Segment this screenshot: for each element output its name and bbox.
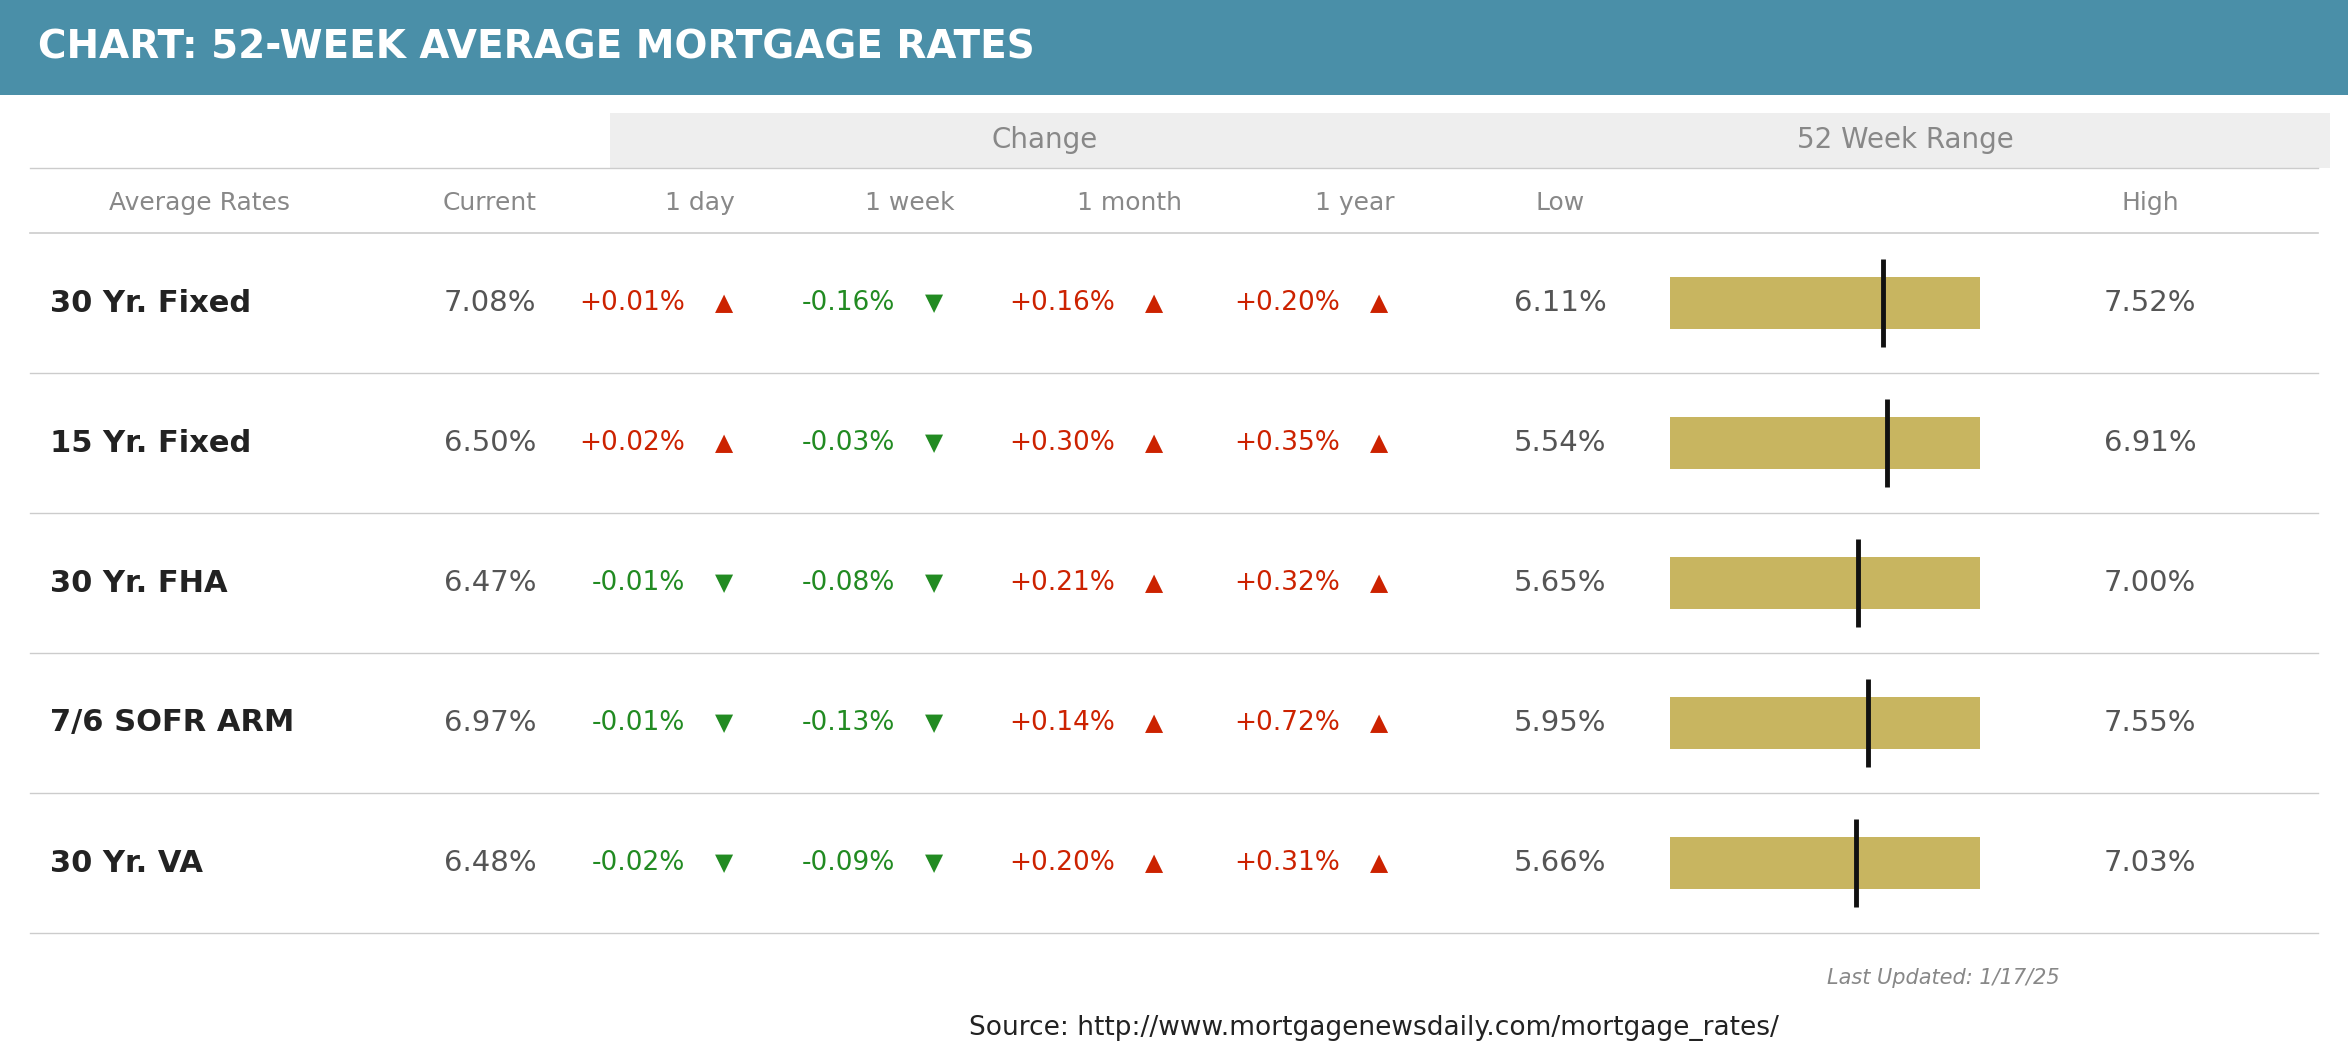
Text: 5.65%: 5.65% bbox=[1514, 569, 1606, 597]
Text: +0.35%: +0.35% bbox=[1235, 430, 1341, 456]
Text: ▲: ▲ bbox=[1146, 431, 1162, 455]
Bar bbox=[1669, 697, 1979, 749]
Text: Last Updated: 1/17/25: Last Updated: 1/17/25 bbox=[1827, 968, 2059, 988]
Text: +0.20%: +0.20% bbox=[1010, 850, 1115, 876]
Text: Average Rates: Average Rates bbox=[110, 191, 291, 215]
Text: +0.31%: +0.31% bbox=[1235, 850, 1341, 876]
Bar bbox=[1669, 417, 1979, 469]
Bar bbox=[1669, 277, 1979, 329]
Text: ▲: ▲ bbox=[1369, 291, 1388, 315]
Text: 1 week: 1 week bbox=[864, 191, 956, 215]
Text: ▼: ▼ bbox=[925, 851, 944, 875]
Text: 5.54%: 5.54% bbox=[1514, 429, 1606, 457]
Text: ▼: ▼ bbox=[716, 851, 733, 875]
Bar bbox=[1669, 557, 1979, 609]
Text: 30 Yr. Fixed: 30 Yr. Fixed bbox=[49, 289, 251, 318]
Text: ▲: ▲ bbox=[716, 431, 733, 455]
Text: 6.47%: 6.47% bbox=[444, 569, 535, 597]
Text: +0.02%: +0.02% bbox=[580, 430, 686, 456]
Text: 52 Week Range: 52 Week Range bbox=[1796, 126, 2012, 155]
Bar bbox=[1669, 837, 1979, 889]
Text: 5.66%: 5.66% bbox=[1514, 849, 1606, 877]
Bar bbox=[1669, 697, 1979, 749]
Text: ▲: ▲ bbox=[1146, 571, 1162, 595]
Text: CHART: 52-WEEK AVERAGE MORTGAGE RATES: CHART: 52-WEEK AVERAGE MORTGAGE RATES bbox=[38, 28, 1035, 66]
Text: -0.02%: -0.02% bbox=[592, 850, 686, 876]
Text: +0.30%: +0.30% bbox=[1010, 430, 1115, 456]
Text: Change: Change bbox=[991, 126, 1099, 155]
Text: -0.08%: -0.08% bbox=[801, 570, 895, 596]
Text: ▼: ▼ bbox=[716, 571, 733, 595]
Text: 7.00%: 7.00% bbox=[2104, 569, 2195, 597]
Text: +0.16%: +0.16% bbox=[1010, 290, 1115, 316]
Text: +0.14%: +0.14% bbox=[1010, 710, 1115, 736]
Text: 1 day: 1 day bbox=[664, 191, 735, 215]
Text: ▼: ▼ bbox=[925, 571, 944, 595]
Text: -0.03%: -0.03% bbox=[801, 430, 895, 456]
Text: 6.97%: 6.97% bbox=[444, 709, 535, 737]
Text: 6.91%: 6.91% bbox=[2104, 429, 2195, 457]
Text: +0.72%: +0.72% bbox=[1235, 710, 1341, 736]
Text: ▲: ▲ bbox=[716, 291, 733, 315]
Text: +0.21%: +0.21% bbox=[1010, 570, 1115, 596]
Bar bbox=[1669, 417, 1979, 469]
Text: -0.16%: -0.16% bbox=[801, 290, 895, 316]
Text: 7.03%: 7.03% bbox=[2104, 849, 2195, 877]
Bar bbox=[1669, 557, 1979, 609]
Text: ▼: ▼ bbox=[716, 711, 733, 735]
Text: 6.11%: 6.11% bbox=[1514, 289, 1606, 317]
Text: 6.50%: 6.50% bbox=[444, 429, 535, 457]
Text: 30 Yr. VA: 30 Yr. VA bbox=[49, 849, 202, 877]
Text: 1 year: 1 year bbox=[1315, 191, 1395, 215]
Text: 7.08%: 7.08% bbox=[444, 289, 535, 317]
Text: +0.32%: +0.32% bbox=[1235, 570, 1341, 596]
Bar bbox=[610, 113, 1479, 168]
Text: 6.48%: 6.48% bbox=[444, 849, 535, 877]
Text: -0.09%: -0.09% bbox=[801, 850, 895, 876]
Bar bbox=[1669, 277, 1979, 329]
Text: 15 Yr. Fixed: 15 Yr. Fixed bbox=[49, 429, 251, 457]
Text: ▲: ▲ bbox=[1369, 711, 1388, 735]
Text: ▼: ▼ bbox=[925, 711, 944, 735]
Text: 5.95%: 5.95% bbox=[1514, 709, 1606, 737]
Text: ▲: ▲ bbox=[1146, 291, 1162, 315]
Text: ▼: ▼ bbox=[925, 291, 944, 315]
Text: -0.01%: -0.01% bbox=[592, 710, 686, 736]
Text: 7.55%: 7.55% bbox=[2104, 709, 2195, 737]
Bar bbox=[1669, 837, 1979, 889]
Text: ▲: ▲ bbox=[1369, 851, 1388, 875]
Text: ▲: ▲ bbox=[1369, 571, 1388, 595]
Text: ▲: ▲ bbox=[1369, 431, 1388, 455]
Text: +0.20%: +0.20% bbox=[1235, 290, 1341, 316]
Text: Source: http://www.mortgagenewsdaily.com/mortgage_rates/: Source: http://www.mortgagenewsdaily.com… bbox=[970, 1015, 1780, 1041]
Text: Low: Low bbox=[1536, 191, 1585, 215]
Text: High: High bbox=[2120, 191, 2179, 215]
Text: Current: Current bbox=[444, 191, 538, 215]
Text: 30 Yr. FHA: 30 Yr. FHA bbox=[49, 569, 228, 597]
Bar bbox=[1479, 113, 2329, 168]
Text: ▲: ▲ bbox=[1146, 851, 1162, 875]
Text: 7/6 SOFR ARM: 7/6 SOFR ARM bbox=[49, 709, 294, 737]
Text: 1 month: 1 month bbox=[1078, 191, 1183, 215]
Text: -0.01%: -0.01% bbox=[592, 570, 686, 596]
Text: 7.52%: 7.52% bbox=[2104, 289, 2195, 317]
Text: -0.13%: -0.13% bbox=[801, 710, 895, 736]
Bar bbox=[0, 0, 2348, 95]
Text: ▲: ▲ bbox=[1146, 711, 1162, 735]
Text: +0.01%: +0.01% bbox=[580, 290, 686, 316]
Text: ▼: ▼ bbox=[925, 431, 944, 455]
